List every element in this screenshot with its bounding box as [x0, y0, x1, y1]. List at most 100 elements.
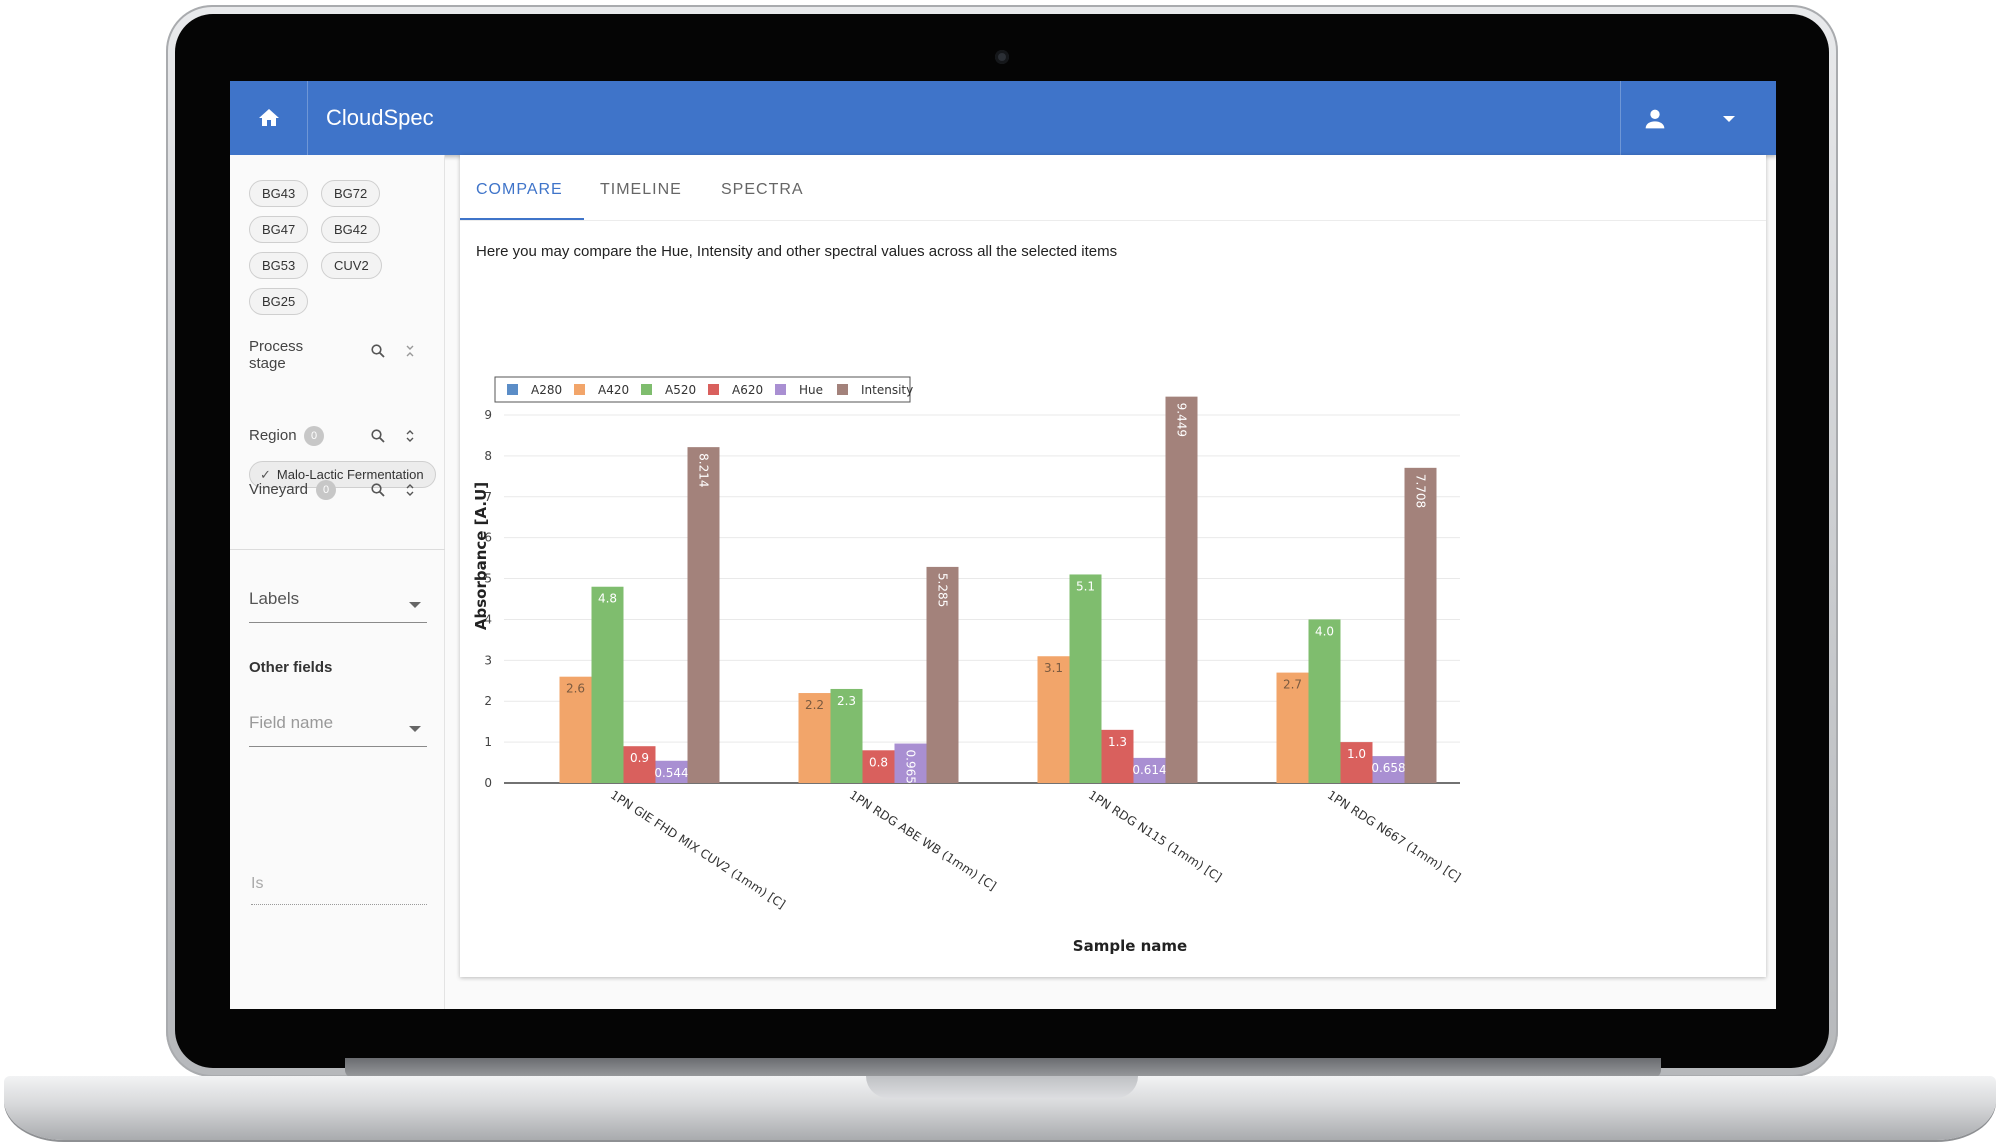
- expand-icon[interactable]: [402, 428, 418, 444]
- legend-label: A280: [531, 383, 562, 397]
- bar-intensity: [1404, 467, 1437, 783]
- expand-icon[interactable]: [402, 482, 418, 498]
- laptop-notch: [866, 1076, 1138, 1098]
- search-icon[interactable]: [370, 482, 386, 498]
- legend-swatch: [837, 384, 848, 395]
- bar-a420: [559, 676, 592, 783]
- app-title: CloudSpec: [326, 105, 434, 130]
- check-icon: ✓: [260, 467, 271, 482]
- data-label: 1.0: [1347, 747, 1366, 761]
- tab-compare[interactable]: COMPARE: [476, 181, 563, 198]
- selected-stage-chip[interactable]: ✓ Malo-Lactic Fermentation: [249, 461, 436, 488]
- chevron-down-icon[interactable]: [1719, 112, 1739, 126]
- data-label: 0.614: [1132, 763, 1166, 777]
- account-icon[interactable]: [1641, 105, 1669, 133]
- x-axis: 1PN GIE FHD MIX CUV2 (1mm) [C] 1PN RDG AB…: [608, 788, 1463, 912]
- other-fields-heading: Other fields: [249, 659, 333, 676]
- labels-select-value: Labels: [249, 589, 300, 608]
- search-icon[interactable]: [370, 428, 386, 444]
- legend-swatch: [641, 384, 652, 395]
- data-label: 1.3: [1108, 735, 1127, 749]
- tab-spectra[interactable]: SPECTRA: [721, 181, 804, 198]
- legend-swatch: [574, 384, 585, 395]
- region-count-badge: 0: [304, 426, 324, 446]
- legend-swatch: [507, 384, 518, 395]
- bar-intensity: [687, 447, 720, 783]
- bar-intensity: [1165, 396, 1198, 783]
- webcam: [995, 50, 1009, 64]
- x-tick-label: 1PN RDG N667 (1mm) [C]: [1325, 788, 1463, 885]
- y-tick-label: 3: [484, 653, 492, 667]
- data-label: 4.0: [1315, 624, 1334, 638]
- sample-chip[interactable]: CUV2: [321, 252, 382, 279]
- is-input[interactable]: Is: [251, 875, 427, 905]
- vineyard-count-badge: 0: [316, 480, 336, 500]
- laptop-hinge: [345, 1058, 1661, 1078]
- home-icon: [258, 109, 279, 126]
- sample-chip[interactable]: BG42: [321, 216, 381, 243]
- bar-a420: [1276, 672, 1309, 783]
- field-name-select[interactable]: Field name: [249, 713, 427, 747]
- search-icon[interactable]: [370, 343, 386, 359]
- bar-hue: [655, 760, 688, 783]
- user-menu: [1620, 81, 1776, 155]
- sample-chip[interactable]: BG25: [249, 288, 309, 315]
- bar-a420: [798, 693, 831, 783]
- app-screen: CloudSpec BG43 BG72 BG47 BG42 BG53 CUV2 …: [230, 81, 1776, 1009]
- data-label: 9.449: [1175, 403, 1189, 437]
- legend-label: Hue: [799, 383, 823, 397]
- y-tick-label: 6: [484, 531, 492, 545]
- bar-a520: [591, 586, 624, 783]
- data-label: 0.965: [904, 750, 918, 784]
- bar-hue: [1133, 757, 1166, 783]
- x-tick-label: 1PN RDG ABE WB (1mm) [C]: [847, 788, 999, 893]
- bar-a520: [1069, 574, 1102, 783]
- sample-chip[interactable]: BG47: [249, 216, 309, 243]
- bar-a420: [1037, 656, 1070, 783]
- legend-swatch: [775, 384, 786, 395]
- y-tick-label: 8: [484, 449, 492, 463]
- compare-description: Here you may compare the Hue, Intensity …: [476, 243, 1118, 260]
- data-label: 7.708: [1414, 474, 1428, 508]
- compare-card: COMPARE TIMELINE SPECTRA Here you may co…: [460, 155, 1766, 977]
- x-axis-title: Sample name: [1073, 937, 1187, 955]
- y-tick-label: 5: [484, 572, 492, 586]
- bar-a620: [623, 746, 656, 783]
- bar-a620: [1101, 729, 1134, 783]
- y-axis-title: Absorbance [A.U]: [472, 482, 490, 630]
- data-label: 5.285: [936, 573, 950, 607]
- data-label: 3.1: [1044, 661, 1063, 675]
- y-tick-label: 7: [484, 490, 492, 504]
- chart-bars: 2.6 4.8 0.9 0.544 8.214 2.2 2.3 0.8 0.965 5.285 3.…: [559, 396, 1437, 784]
- sample-chip[interactable]: BG53: [249, 252, 309, 279]
- data-label: 2.2: [805, 698, 824, 712]
- tab-timeline[interactable]: TIMELINE: [600, 181, 682, 198]
- data-label: 0.658: [1371, 761, 1405, 775]
- bar-a620: [1340, 742, 1373, 783]
- data-label: 0.544: [654, 766, 688, 780]
- absorbance-bar-chart: 0 1 2 3 4 5 6 7 8 9 2.6 4.8 0.9 0.544 8.214 2.2 2.3 0.8 0…: [472, 376, 1463, 955]
- caret-down-icon: [409, 726, 421, 732]
- labels-select[interactable]: Labels: [249, 589, 427, 623]
- bar-hue: [894, 743, 927, 783]
- y-tick-label: 2: [484, 694, 492, 708]
- vineyard-label: Vineyard: [249, 481, 308, 498]
- bar-hue: [1372, 756, 1405, 783]
- legend-label: A420: [598, 383, 629, 397]
- legend-label: A620: [732, 383, 763, 397]
- home-button[interactable]: [230, 81, 308, 155]
- data-label: 0.9: [630, 751, 649, 765]
- collapse-icon[interactable]: [402, 343, 418, 359]
- bar-intensity: [926, 566, 959, 783]
- data-label: 5.1: [1076, 579, 1095, 593]
- caret-down-icon: [409, 602, 421, 608]
- bar-a520: [830, 688, 863, 783]
- chart-legend[interactable]: A280 A420 A520 A620 Hue Intensity: [494, 376, 913, 403]
- region-label: Region: [249, 427, 297, 444]
- y-tick-label: 4: [484, 612, 492, 626]
- data-label: 0.8: [869, 755, 888, 769]
- sample-chip[interactable]: BG43: [249, 180, 309, 207]
- legend-label: Intensity: [861, 383, 913, 397]
- legend-swatch: [708, 384, 719, 395]
- sample-chip[interactable]: BG72: [321, 180, 381, 207]
